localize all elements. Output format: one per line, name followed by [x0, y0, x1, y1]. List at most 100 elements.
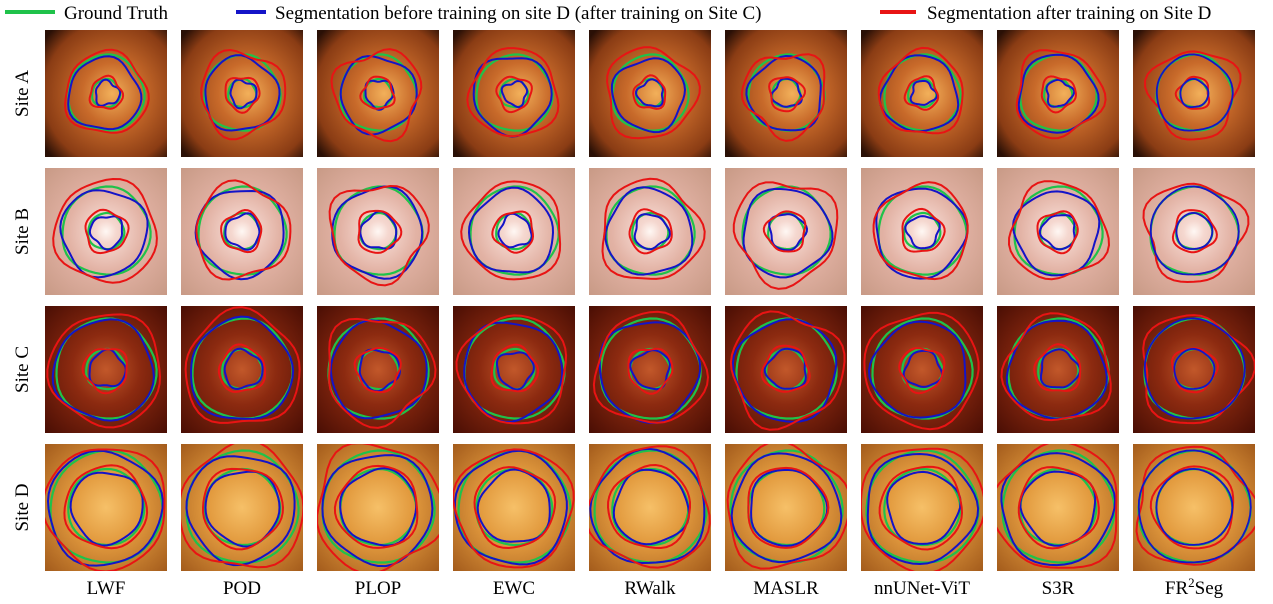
image-cell	[1133, 444, 1259, 571]
image-content	[453, 30, 575, 157]
fundus-image	[589, 306, 711, 433]
image-cell	[725, 441, 850, 571]
image-cell	[589, 306, 711, 433]
image-cell	[725, 30, 847, 157]
column-label: FR2Seg	[1165, 575, 1224, 599]
image-content	[45, 306, 167, 433]
image-content	[725, 168, 847, 295]
image-cell	[179, 441, 303, 572]
image-content	[861, 30, 983, 157]
label-rest: Seg	[1195, 578, 1224, 599]
image-cell	[997, 30, 1119, 157]
image-content	[861, 444, 985, 573]
image-cell	[990, 442, 1119, 571]
image-content	[453, 444, 575, 571]
image-cell	[453, 30, 575, 157]
image-cell	[1133, 168, 1255, 295]
image-cell	[181, 168, 303, 295]
fundus-image	[453, 444, 575, 571]
image-cell	[586, 444, 711, 571]
image-content	[317, 306, 439, 433]
image-content	[997, 168, 1119, 295]
image-content	[181, 168, 303, 295]
image-cell	[725, 306, 847, 433]
image-cell	[997, 168, 1119, 295]
image-content	[42, 444, 167, 572]
image-cell	[589, 168, 711, 295]
row-label: Site C	[12, 346, 33, 393]
image-cell	[45, 306, 167, 433]
fundus-image	[1133, 30, 1255, 157]
image-cell	[725, 168, 847, 295]
column-label: nnUNet-ViT	[874, 578, 970, 599]
image-content	[1133, 306, 1255, 433]
image-cell	[861, 30, 983, 157]
column-label: RWalk	[624, 578, 676, 599]
image-content	[589, 168, 711, 295]
image-content	[725, 441, 850, 571]
image-cell	[45, 30, 167, 157]
row-label: Site D	[12, 483, 33, 531]
column-label: POD	[223, 578, 261, 599]
figure: Ground Truth Segmentation before trainin…	[0, 0, 1273, 599]
image-content	[317, 168, 439, 295]
column-label: MASLR	[753, 578, 819, 599]
image-content	[1133, 444, 1259, 571]
image-content	[45, 168, 167, 295]
fundus-image	[997, 306, 1119, 433]
image-content	[589, 306, 711, 433]
image-cell	[42, 444, 167, 572]
image-cell	[453, 168, 575, 295]
legend-label: Ground Truth	[64, 3, 168, 24]
image-content	[317, 443, 446, 574]
image-cell	[181, 306, 303, 433]
image-cell	[45, 168, 167, 295]
image-content	[1133, 30, 1255, 157]
fundus-image	[725, 306, 847, 433]
image-cell	[1133, 306, 1255, 433]
image-content	[586, 444, 711, 571]
legend: Ground Truth Segmentation before trainin…	[5, 3, 1211, 24]
legend-label: Segmentation before training on site D (…	[275, 3, 762, 24]
fundus-image	[45, 306, 167, 433]
image-cell	[861, 168, 983, 295]
image-cell	[453, 444, 575, 571]
image-content	[997, 306, 1119, 433]
fundus-image	[181, 444, 303, 571]
column-label: S3R	[1042, 578, 1075, 599]
image-content	[181, 30, 303, 157]
label-base: FR	[1165, 578, 1189, 599]
row-label: Site B	[12, 208, 33, 255]
image-cell	[317, 168, 439, 295]
image-cell	[861, 444, 985, 573]
image-content	[990, 442, 1119, 571]
image-cell	[861, 306, 983, 433]
image-content	[317, 30, 439, 157]
image-cell	[453, 306, 575, 433]
image-cell	[317, 443, 446, 574]
image-content	[179, 441, 303, 572]
fundus-image	[317, 306, 439, 433]
image-cell	[997, 306, 1119, 433]
image-content	[997, 30, 1119, 157]
image-cell	[317, 306, 439, 433]
row-label: Site A	[12, 70, 33, 117]
image-content	[725, 306, 847, 433]
column-label: PLOP	[355, 578, 401, 599]
image-cell	[317, 30, 439, 157]
image-cell	[1133, 30, 1255, 157]
image-content	[181, 306, 303, 433]
image-content	[725, 30, 847, 157]
fundus-image	[453, 306, 575, 433]
image-content	[453, 168, 575, 295]
fundus-image	[725, 30, 847, 157]
image-content	[453, 306, 575, 433]
column-label: EWC	[493, 578, 535, 599]
column-label: LWF	[87, 578, 126, 599]
image-content	[1133, 168, 1255, 295]
image-content	[45, 30, 167, 157]
image-content	[861, 168, 983, 295]
image-cell	[181, 30, 303, 157]
fundus-image	[1133, 306, 1255, 433]
image-content	[861, 306, 983, 433]
